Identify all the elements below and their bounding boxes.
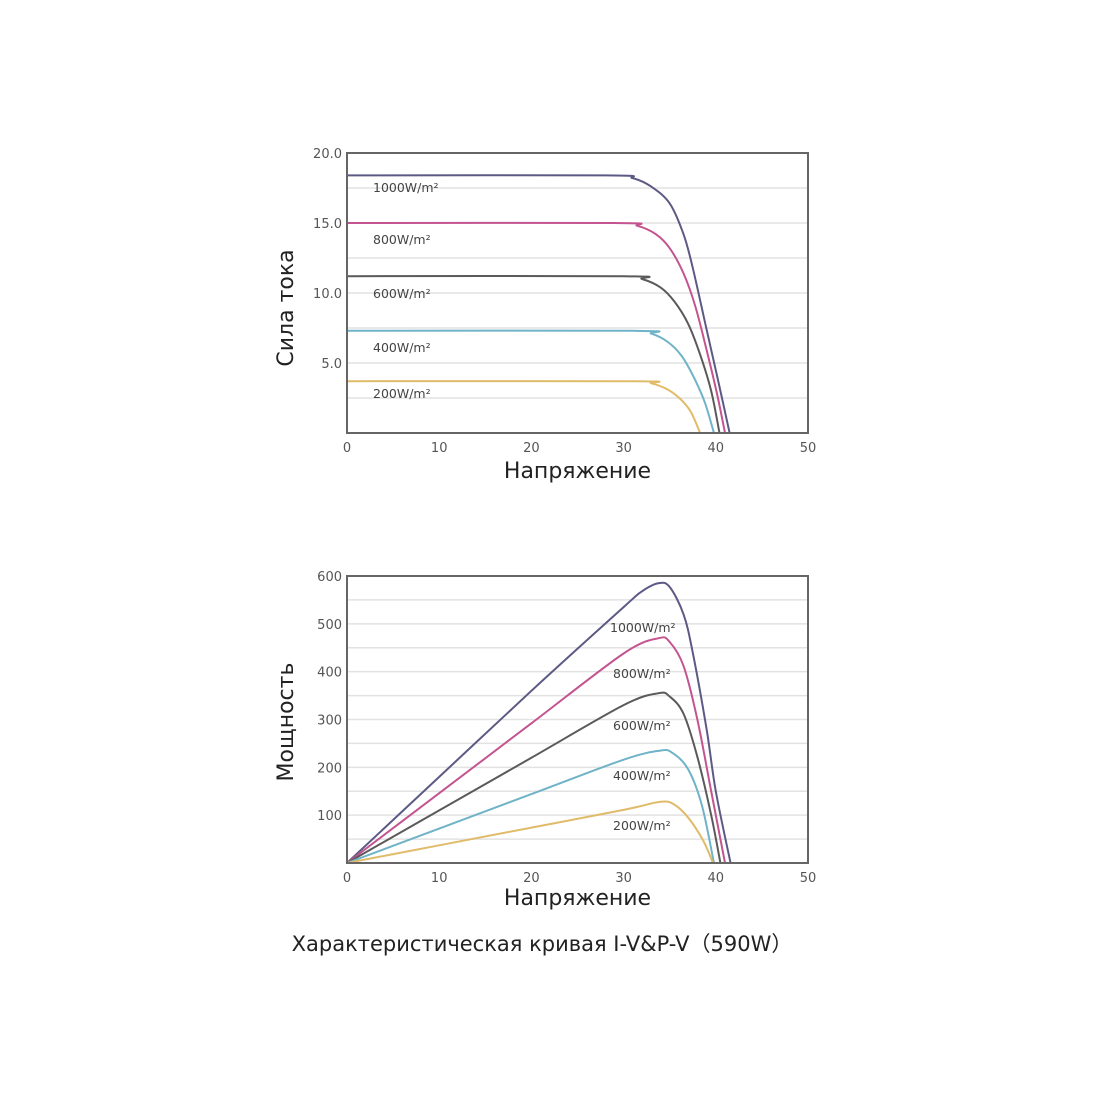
series-line-1000w [346, 174, 731, 434]
x-tick-label: 0 [343, 441, 351, 456]
x-tick-label: 10 [431, 441, 448, 456]
series-label: 200W/m² [613, 818, 671, 833]
series-line-800w [346, 221, 727, 434]
series-label: 600W/m² [373, 286, 431, 301]
series-label: 600W/m² [613, 718, 671, 733]
series-line-200w [346, 380, 702, 434]
x-tick-label: 40 [708, 441, 725, 456]
y-tick-label: 400 [317, 666, 342, 681]
y-tick-label: 300 [317, 714, 342, 729]
x-tick-label: 20 [523, 441, 540, 456]
x-tick-label: 50 [800, 441, 817, 456]
y-tick-label: 15.0 [313, 217, 342, 232]
series-label: 200W/m² [373, 386, 431, 401]
x-tick-label: 0 [343, 871, 351, 886]
x-axis-label: Напряжение [504, 886, 651, 911]
iv-chart: 1000W/m² 800W/m² 600W/m² 400W/m² 200W/m² 0 10 2… [274, 147, 816, 484]
y-axis-label: Сила тока [274, 249, 299, 366]
y-tick-label: 10.0 [313, 287, 342, 302]
y-tick-label: 5.0 [321, 357, 342, 372]
series-line-200w [346, 800, 714, 864]
series-line-400w [346, 329, 715, 434]
series-line-1000w [346, 581, 732, 864]
plot-frame [346, 152, 809, 434]
x-axis-label: Напряжение [504, 459, 651, 484]
x-tick-label: 40 [708, 871, 725, 886]
y-axis-label: Мощность [274, 663, 299, 782]
y-tick-label: 500 [317, 618, 342, 633]
y-tick-label: 200 [317, 761, 342, 776]
x-tick-label: 20 [523, 871, 540, 886]
series-label: 800W/m² [613, 666, 671, 681]
x-tick-label: 10 [431, 871, 448, 886]
y-tick-label: 20.0 [313, 147, 342, 162]
series-label: 1000W/m² [373, 180, 439, 195]
caption-text: Характеристическая кривая I-V&P-V（590W） [291, 932, 793, 956]
series-line-600w [346, 274, 721, 434]
series-label: 400W/m² [373, 340, 431, 355]
figure-caption: Характеристическая кривая I-V&P-V（590W） [0, 928, 1100, 958]
pv-chart: 1000W/m² 800W/m² 600W/m² 400W/m² 200W/m² 0 10 2… [274, 570, 816, 911]
series-label: 800W/m² [373, 232, 431, 247]
series-line-400w [346, 749, 715, 864]
x-tick-label: 50 [800, 871, 817, 886]
series-label: 400W/m² [613, 768, 671, 783]
series-label: 1000W/m² [610, 620, 676, 635]
y-tick-label: 600 [317, 570, 342, 585]
x-tick-label: 30 [615, 871, 632, 886]
series-line-800w [346, 636, 727, 864]
y-tick-label: 100 [317, 809, 342, 824]
x-tick-label: 30 [615, 441, 632, 456]
series-line-600w [346, 691, 722, 864]
plot-frame [346, 575, 809, 864]
